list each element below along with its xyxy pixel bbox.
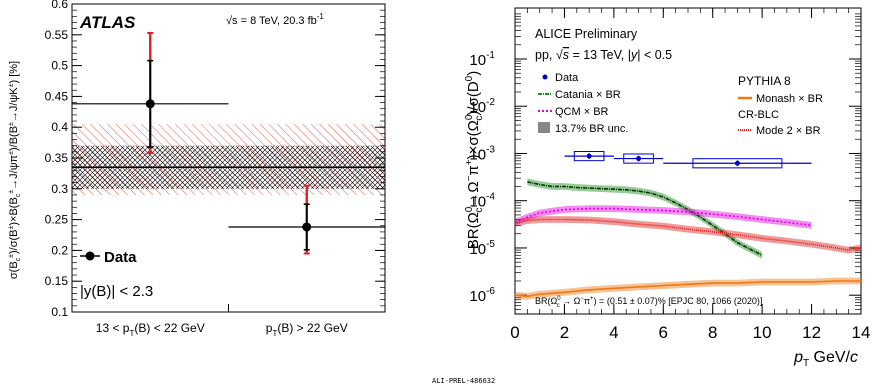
alice-subtitle: pp, √s = 13 TeV, |y| < 0.5 [535,48,672,62]
y-tick-label: 0.25 [45,213,69,227]
x-tick-label: 8 [708,323,717,342]
model-line [514,218,862,251]
data-point [145,99,155,109]
x-tick-label: 10 [753,323,772,342]
legend-mode2: Mode 2 × BR [756,125,821,137]
legend-monash: Monash × BR [756,93,823,105]
legend-catania: Catania × BR [555,89,621,101]
x-tick-label: 4 [609,323,618,342]
legend-pythia-title: PYTHIA 8 [738,74,791,88]
data-point [636,156,642,162]
legend-crblc: CR-BLC [738,109,779,121]
legend-br-unc: 13.7% BR unc. [555,123,628,135]
data-point [586,153,592,159]
model-line [514,207,812,227]
y-tick-label: 10-3 [469,144,495,163]
model-line [514,280,861,298]
x-tick-label: 6 [659,323,668,342]
data-point [302,222,312,232]
y-tick-label: 0.35 [45,151,69,165]
y-tick-label: 10-6 [469,286,495,305]
y-tick-label: 0.1 [51,305,68,319]
data-point [734,160,740,166]
y-tick-label: 0.55 [45,28,69,42]
x-tick-label: 12 [802,323,821,342]
legend-data-marker [85,251,95,261]
atlas-data-points [72,31,385,255]
model-band [515,277,861,300]
atlas-panel: 0.1 0.15 0.2 0.25 0.3 0.35 0.4 0.45 0.5 0.55 0.6 1… [8,0,386,338]
y-tick-label: 0.45 [45,89,69,103]
y-tick-label: 10-1 [469,50,495,69]
y-tick-label: 0.4 [51,120,68,134]
y-tick-label: 0.15 [45,274,69,288]
y-tick-label: 10-5 [469,239,495,258]
atlas-label: ATLAS [79,13,136,32]
model-band [515,205,812,229]
footer-preliminary-id: ALI-PREL-486632 [432,377,495,385]
atlas-y-axis: 0.1 0.15 0.2 0.25 0.3 0.35 0.4 0.45 0.5 0.55 0.6 [45,0,385,319]
alice-model-curves [514,178,862,300]
x-tick-label: 0 [510,323,519,342]
alice-data-points [564,151,812,169]
y-tick-label: 0.5 [51,59,68,73]
alice-y-axis-label: BR(Ω0c→Ω−π+)×σ(Ω0c)/σ(D0) [464,71,485,249]
x-tick-label: 14 [852,323,871,342]
y-tick-label: 0.3 [51,182,68,196]
alice-x-axis: 0 2 4 6 8 10 12 14 [510,8,870,342]
rapidity-label: |y(B)| < 2.3 [80,283,153,300]
atlas-y-axis-label: σ(Bc±)/σ(B±)×B(Bc±→J/ψπ±)/B(B±→J/ψK±) [%… [8,61,22,279]
legend-data-label: Data [104,249,137,266]
alice-y-axis: 10-6 10-5 10-4 10-3 10-2 10-1 [469,13,861,315]
legend-br-unc-swatch [538,122,550,133]
x-category-label: pT(B) > 22 GeV [266,321,348,338]
alice-title: ALICE Preliminary [535,27,638,41]
y-tick-label: 10-2 [469,97,495,116]
legend-qcm: QCM × BR [555,106,609,118]
x-tick-label: 2 [560,323,569,342]
alice-x-axis-label: pT GeV/c [793,349,858,369]
br-annotation: BR(Ω0 c → Ω−π+) = (0.51 ± 0.07)% [EPJC 80… [535,296,762,309]
y-tick-label: 10-4 [469,192,495,211]
atlas-energy: √s = 8 TeV, 20.3 fb-1 [226,12,324,27]
y-tick-label: 0.6 [51,0,68,11]
legend-alice-data-marker [542,74,548,80]
atlas-x-axis: 13 < pT(B) < 22 GeV pT(B) > 22 GeV [96,304,348,338]
legend-alice-data: Data [555,72,579,84]
y-tick-label: 0.2 [51,243,68,257]
alice-panel: 10-6 10-5 10-4 10-3 10-2 10-1 0 2 4 6 8 10 12 14 ALI… [464,7,870,369]
x-category-label: 13 < pT(B) < 22 GeV [96,321,205,338]
